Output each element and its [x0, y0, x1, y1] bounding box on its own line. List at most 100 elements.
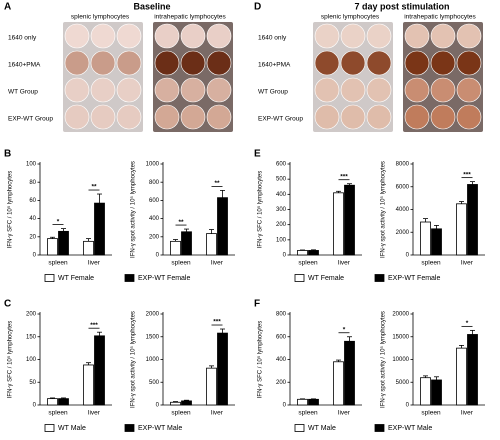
- x-tick-label: liver: [338, 410, 351, 417]
- y-tick-label: 800: [276, 312, 287, 318]
- x-tick-label: spleen: [171, 260, 191, 267]
- bar: [467, 184, 478, 256]
- error-bar: [347, 183, 352, 186]
- y-tick-label: 0: [33, 403, 37, 409]
- well: [90, 23, 116, 49]
- well: [116, 104, 142, 130]
- bar: [47, 398, 58, 406]
- y-tick-label: 600: [276, 334, 287, 340]
- bar: [297, 398, 308, 406]
- legend-label: WT Male: [58, 425, 86, 432]
- y-axis-label: IFN-γ spot activity / 10⁵ lymphocytes: [130, 161, 137, 258]
- y-tick-label: 300: [276, 207, 287, 213]
- panel-title: Baseline: [133, 1, 170, 11]
- well: [404, 77, 430, 103]
- y-tick-label: 1000: [146, 162, 160, 168]
- y-tick-label: 800: [149, 180, 160, 186]
- bar: [94, 335, 105, 406]
- well: [340, 104, 366, 130]
- error-bar: [470, 181, 475, 185]
- x-tick-label: spleen: [421, 260, 441, 267]
- bar: [467, 334, 478, 406]
- well: [64, 104, 90, 130]
- bar: [217, 332, 228, 406]
- error-bar: [311, 249, 316, 251]
- well: [456, 23, 482, 49]
- y-axis-label: IFN-γ SFC / 10⁵ lymphocytes: [257, 171, 264, 249]
- well: [366, 77, 392, 103]
- y-tick-label: 0: [283, 253, 287, 259]
- x-tick-label: liver: [88, 260, 101, 267]
- error-bar: [209, 365, 214, 369]
- panel-letter: B: [4, 149, 11, 160]
- legend-label: EXP-WT Female: [138, 275, 190, 282]
- legend-swatch: [374, 424, 385, 432]
- y-tick-label: 60: [29, 198, 36, 204]
- bar: [344, 340, 355, 406]
- significance: **: [91, 184, 97, 191]
- panel-letter: A: [4, 2, 11, 13]
- error-bar: [347, 336, 352, 342]
- x-tick-label: liver: [461, 410, 474, 417]
- legend-label: EXP-WT Male: [388, 425, 432, 432]
- legend-swatch: [124, 274, 135, 282]
- error-bar: [423, 375, 428, 378]
- row-label: 1640+PMA: [8, 62, 41, 69]
- well: [154, 23, 180, 49]
- bar: [420, 377, 431, 406]
- error-bar: [61, 228, 66, 232]
- bar: [58, 398, 69, 406]
- well: [206, 23, 232, 49]
- well: [456, 77, 482, 103]
- plate: [63, 22, 143, 132]
- row-label: EXP-WT Group: [8, 116, 53, 123]
- y-tick-label: 4000: [396, 207, 410, 213]
- bar: [181, 231, 192, 256]
- well: [154, 50, 180, 76]
- y-tick-label: 400: [276, 192, 287, 198]
- well: [314, 104, 340, 130]
- bar: [308, 250, 319, 256]
- panel-title: 7 day post stimulation: [354, 1, 449, 11]
- error-bar: [97, 331, 102, 336]
- significance: *: [57, 218, 60, 225]
- well: [180, 23, 206, 49]
- x-tick-label: liver: [461, 260, 474, 267]
- bar: [308, 398, 319, 406]
- well: [180, 50, 206, 76]
- error-bar: [50, 397, 55, 399]
- well: [430, 23, 456, 49]
- legend-label: WT Female: [308, 275, 344, 282]
- row-label: EXP-WT Group: [258, 116, 303, 123]
- bar: [456, 347, 467, 406]
- bar: [170, 401, 181, 406]
- error-bar: [434, 225, 439, 229]
- well: [430, 50, 456, 76]
- y-tick-label: 20: [29, 234, 36, 240]
- well: [116, 23, 142, 49]
- y-tick-label: 1500: [146, 334, 160, 340]
- y-tick-label: 500: [276, 177, 287, 183]
- well: [366, 23, 392, 49]
- y-tick-label: 0: [283, 403, 287, 409]
- bar: [431, 228, 442, 256]
- bar: [431, 379, 442, 406]
- row-label: WT Group: [8, 89, 38, 96]
- significance: *: [343, 326, 346, 333]
- x-tick-label: spleen: [298, 260, 318, 267]
- y-tick-label: 2000: [146, 312, 160, 318]
- well: [366, 50, 392, 76]
- legend-label: EXP-WT Female: [388, 275, 440, 282]
- x-tick-label: spleen: [48, 260, 68, 267]
- y-tick-label: 100: [276, 237, 287, 243]
- well: [64, 50, 90, 76]
- x-tick-label: liver: [211, 260, 224, 267]
- well: [404, 104, 430, 130]
- bar: [83, 240, 94, 256]
- y-tick-label: 50: [29, 380, 36, 386]
- well: [90, 50, 116, 76]
- bar: [217, 197, 228, 256]
- y-tick-label: 0: [406, 253, 410, 259]
- y-tick-label: 1000: [146, 357, 160, 363]
